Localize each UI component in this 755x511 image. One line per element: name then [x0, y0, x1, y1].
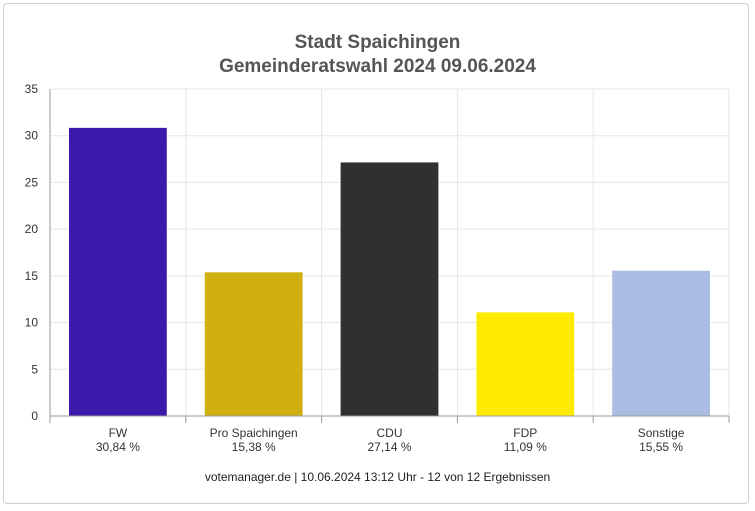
y-tick-label: 35 — [25, 82, 39, 96]
data-label: 15,55 % — [639, 440, 683, 454]
x-tick-label: Sonstige — [638, 426, 685, 440]
y-tick-label: 10 — [25, 316, 39, 330]
bar — [612, 270, 710, 416]
x-tick-label: CDU — [377, 426, 403, 440]
y-tick-label: 15 — [25, 269, 39, 283]
chart-subtitle: Gemeinderatswahl 2024 09.06.2024 — [219, 56, 536, 77]
bar — [340, 162, 439, 416]
bar — [476, 312, 575, 416]
y-tick-label: 5 — [31, 362, 38, 376]
y-tick-label: 25 — [25, 175, 39, 189]
chart-title: Stadt Spaichingen — [294, 32, 461, 53]
y-tick-label: 30 — [25, 129, 39, 143]
data-label: 11,09 % — [504, 440, 547, 454]
x-tick-label: FW — [109, 426, 128, 440]
y-tick-label: 0 — [31, 409, 38, 423]
chart-footer: votemanager.de | 10.06.2024 13:12 Uhr - … — [204, 470, 551, 484]
x-tick-label: Pro Spaichingen — [210, 426, 298, 440]
data-label: 27,14 % — [367, 440, 411, 454]
bar — [69, 127, 167, 417]
data-label: 15,38 % — [232, 440, 276, 454]
x-tick-label: FDP — [513, 426, 537, 440]
y-tick-label: 20 — [25, 222, 39, 236]
data-label: 30,84 % — [96, 440, 140, 454]
bar — [204, 272, 303, 416]
